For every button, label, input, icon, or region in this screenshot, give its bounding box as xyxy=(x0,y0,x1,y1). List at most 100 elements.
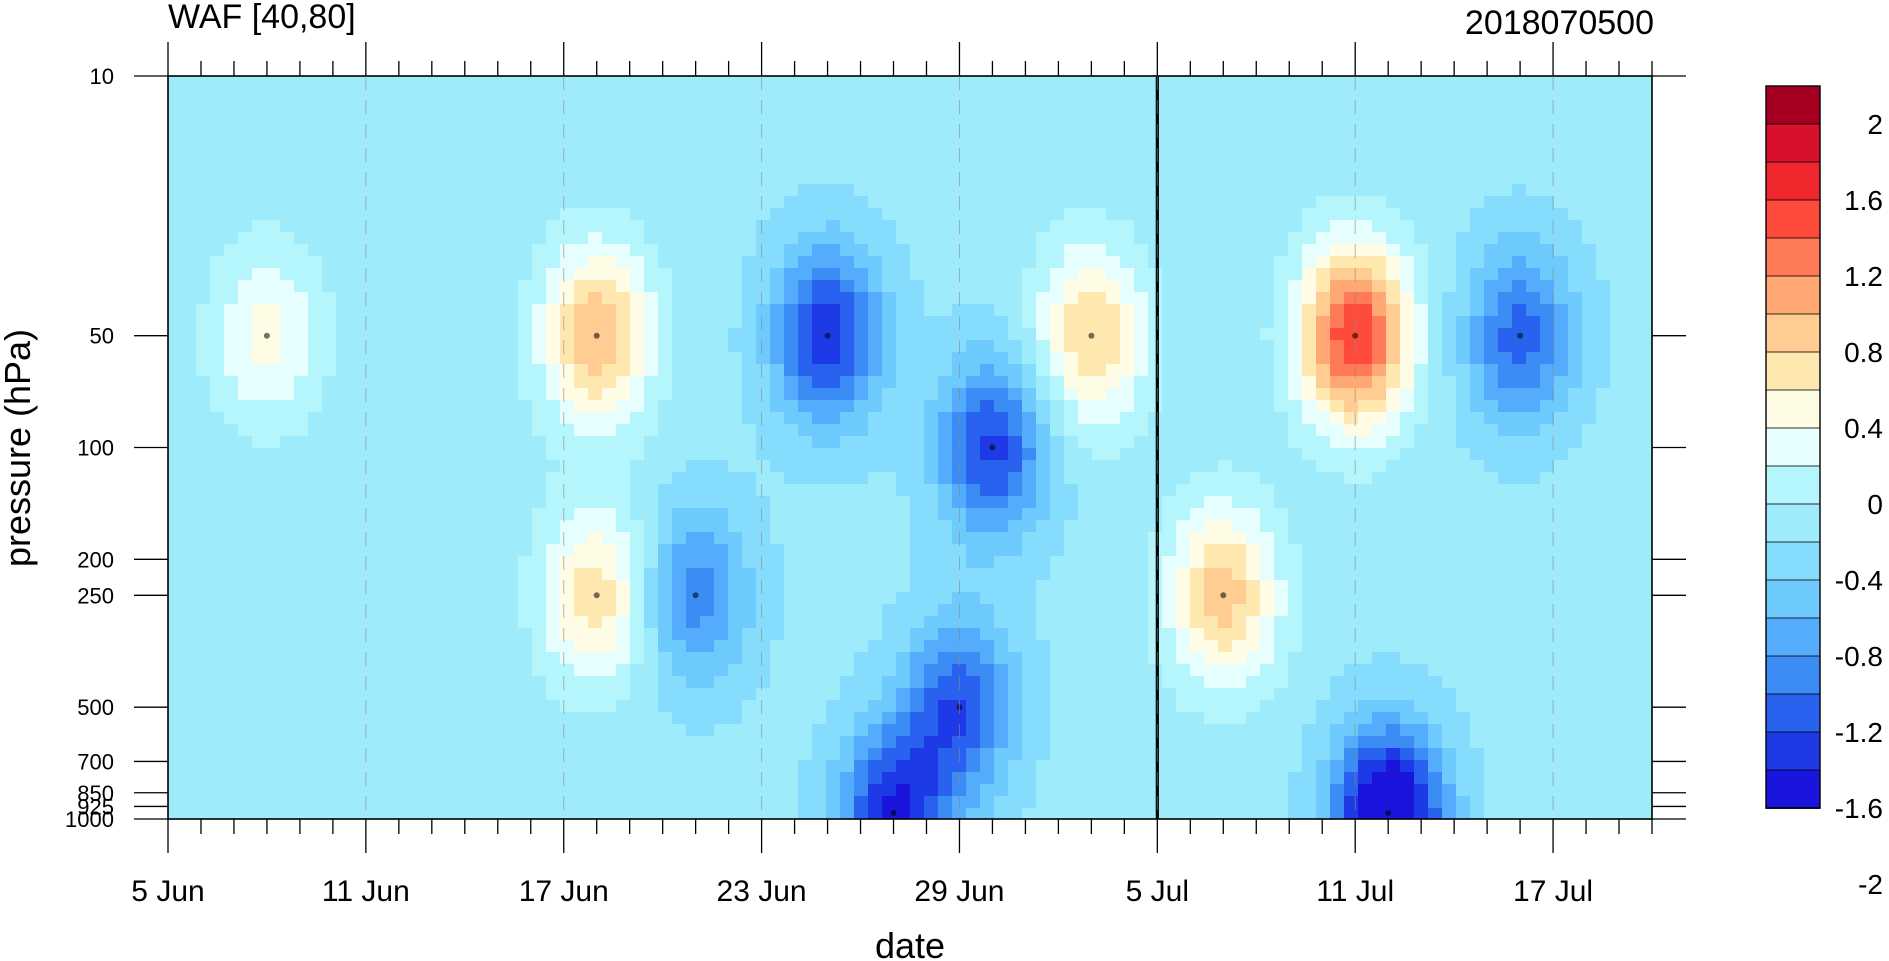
field-cell xyxy=(644,436,659,449)
field-cell xyxy=(826,568,841,581)
field-cell xyxy=(714,424,729,437)
field-cell xyxy=(518,592,533,605)
field-cell xyxy=(308,436,323,449)
field-cell xyxy=(1162,232,1177,245)
field-cell xyxy=(462,508,477,521)
field-cell xyxy=(1148,340,1163,353)
field-cell xyxy=(1302,424,1317,437)
field-cell xyxy=(1414,256,1429,269)
field-cell xyxy=(1540,268,1555,281)
field-cell xyxy=(476,424,491,437)
field-cell xyxy=(350,340,365,353)
field-cell xyxy=(1064,448,1079,461)
field-cell xyxy=(882,208,897,221)
field-cell xyxy=(350,376,365,389)
field-cell xyxy=(1484,352,1499,365)
field-cell xyxy=(1302,376,1317,389)
field-cell xyxy=(504,268,519,281)
field-cell xyxy=(182,400,197,413)
field-cell xyxy=(714,220,729,233)
field-cell xyxy=(378,268,393,281)
field-cell xyxy=(994,580,1009,593)
field-cell xyxy=(1442,256,1457,269)
field-cell xyxy=(1540,232,1555,245)
field-cell xyxy=(1582,100,1597,113)
field-cell xyxy=(378,460,393,473)
field-cell xyxy=(1134,616,1149,629)
field-cell xyxy=(420,400,435,413)
field-cell xyxy=(1176,448,1191,461)
field-cell xyxy=(966,244,981,257)
field-cell xyxy=(1456,616,1471,629)
field-cell xyxy=(784,484,799,497)
field-cell xyxy=(1498,520,1513,533)
field-cell xyxy=(1120,124,1135,137)
field-cell xyxy=(1456,388,1471,401)
field-cell xyxy=(1610,136,1625,149)
field-cell xyxy=(1022,472,1037,485)
field-cell xyxy=(1316,328,1331,341)
field-cell xyxy=(1274,196,1289,209)
field-cell xyxy=(238,388,253,401)
field-cell xyxy=(1512,196,1527,209)
field-cell xyxy=(924,508,939,521)
field-cell xyxy=(378,640,393,653)
field-cell xyxy=(994,172,1009,185)
field-cell xyxy=(1302,616,1317,629)
field-cell xyxy=(616,556,631,569)
field-cell xyxy=(546,112,561,125)
field-cell xyxy=(1050,424,1065,437)
field-cell xyxy=(224,172,239,185)
field-cell xyxy=(420,628,435,641)
field-cell xyxy=(630,496,645,509)
field-cell xyxy=(1330,592,1345,605)
field-cell xyxy=(504,496,519,509)
field-cell xyxy=(672,148,687,161)
field-cell xyxy=(1120,220,1135,233)
field-cell xyxy=(364,88,379,101)
field-cell xyxy=(1092,184,1107,197)
field-cell xyxy=(476,88,491,101)
field-cell xyxy=(1148,412,1163,425)
field-cell xyxy=(1036,604,1051,617)
field-cell xyxy=(1554,412,1569,425)
field-cell xyxy=(434,256,449,269)
field-cell xyxy=(658,556,673,569)
field-cell xyxy=(1246,316,1261,329)
field-cell xyxy=(196,268,211,281)
field-cell xyxy=(1148,268,1163,281)
field-cell xyxy=(546,172,561,185)
field-cell xyxy=(1414,124,1429,137)
field-cell xyxy=(1442,472,1457,485)
field-cell xyxy=(1204,88,1219,101)
field-cell xyxy=(1344,136,1359,149)
field-cell xyxy=(756,244,771,257)
field-cell xyxy=(1302,124,1317,137)
field-cell xyxy=(168,280,183,293)
field-cell xyxy=(490,568,505,581)
field-cell xyxy=(1386,244,1401,257)
field-cell xyxy=(1288,412,1303,425)
field-cell xyxy=(728,328,743,341)
field-cell xyxy=(1288,460,1303,473)
field-cell xyxy=(238,508,253,521)
field-cell xyxy=(490,604,505,617)
field-cell xyxy=(546,520,561,533)
field-cell xyxy=(420,364,435,377)
field-cell xyxy=(1022,196,1037,209)
field-cell xyxy=(280,544,295,557)
field-cell xyxy=(826,556,841,569)
field-cell xyxy=(1554,268,1569,281)
field-cell xyxy=(1624,376,1639,389)
field-cell xyxy=(924,412,939,425)
field-cell xyxy=(1190,160,1205,173)
field-cell xyxy=(1596,532,1611,545)
field-cell xyxy=(714,580,729,593)
field-cell xyxy=(1596,544,1611,557)
field-cell xyxy=(168,160,183,173)
field-cell xyxy=(658,124,673,137)
field-cell xyxy=(1316,160,1331,173)
field-cell xyxy=(686,304,701,317)
field-cell xyxy=(1260,316,1275,329)
field-cell xyxy=(1162,184,1177,197)
